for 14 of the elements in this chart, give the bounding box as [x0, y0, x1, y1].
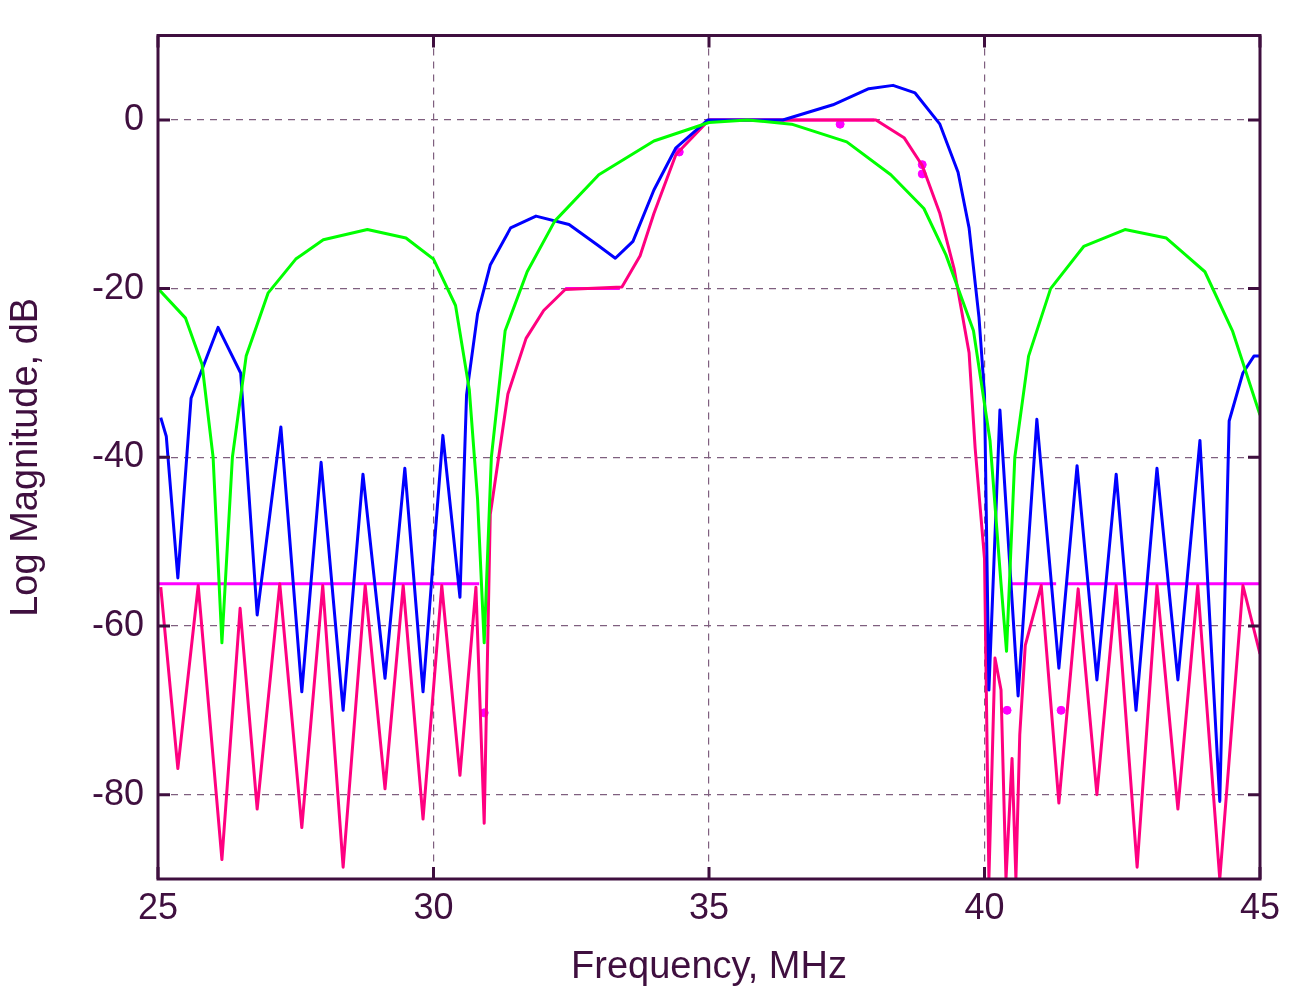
y-tick-label: 0	[123, 96, 144, 138]
x-axis-title: Frequency, MHz	[571, 943, 847, 986]
point	[1056, 705, 1066, 715]
point	[1002, 705, 1012, 715]
x-tick-label: 30	[413, 885, 454, 927]
y-tick-label: -20	[91, 265, 144, 307]
y-tick-label: -40	[91, 434, 144, 476]
x-tick-label: 40	[964, 885, 1005, 927]
x-tick-label: 35	[688, 885, 730, 927]
x-tick-label: 45	[1239, 885, 1281, 927]
y-axis-title: Log Magnitude, dB	[3, 297, 46, 617]
y-tick-label: -60	[91, 602, 144, 644]
x-tick-label: 25	[137, 885, 179, 927]
y-tick-label: -80	[91, 771, 144, 813]
